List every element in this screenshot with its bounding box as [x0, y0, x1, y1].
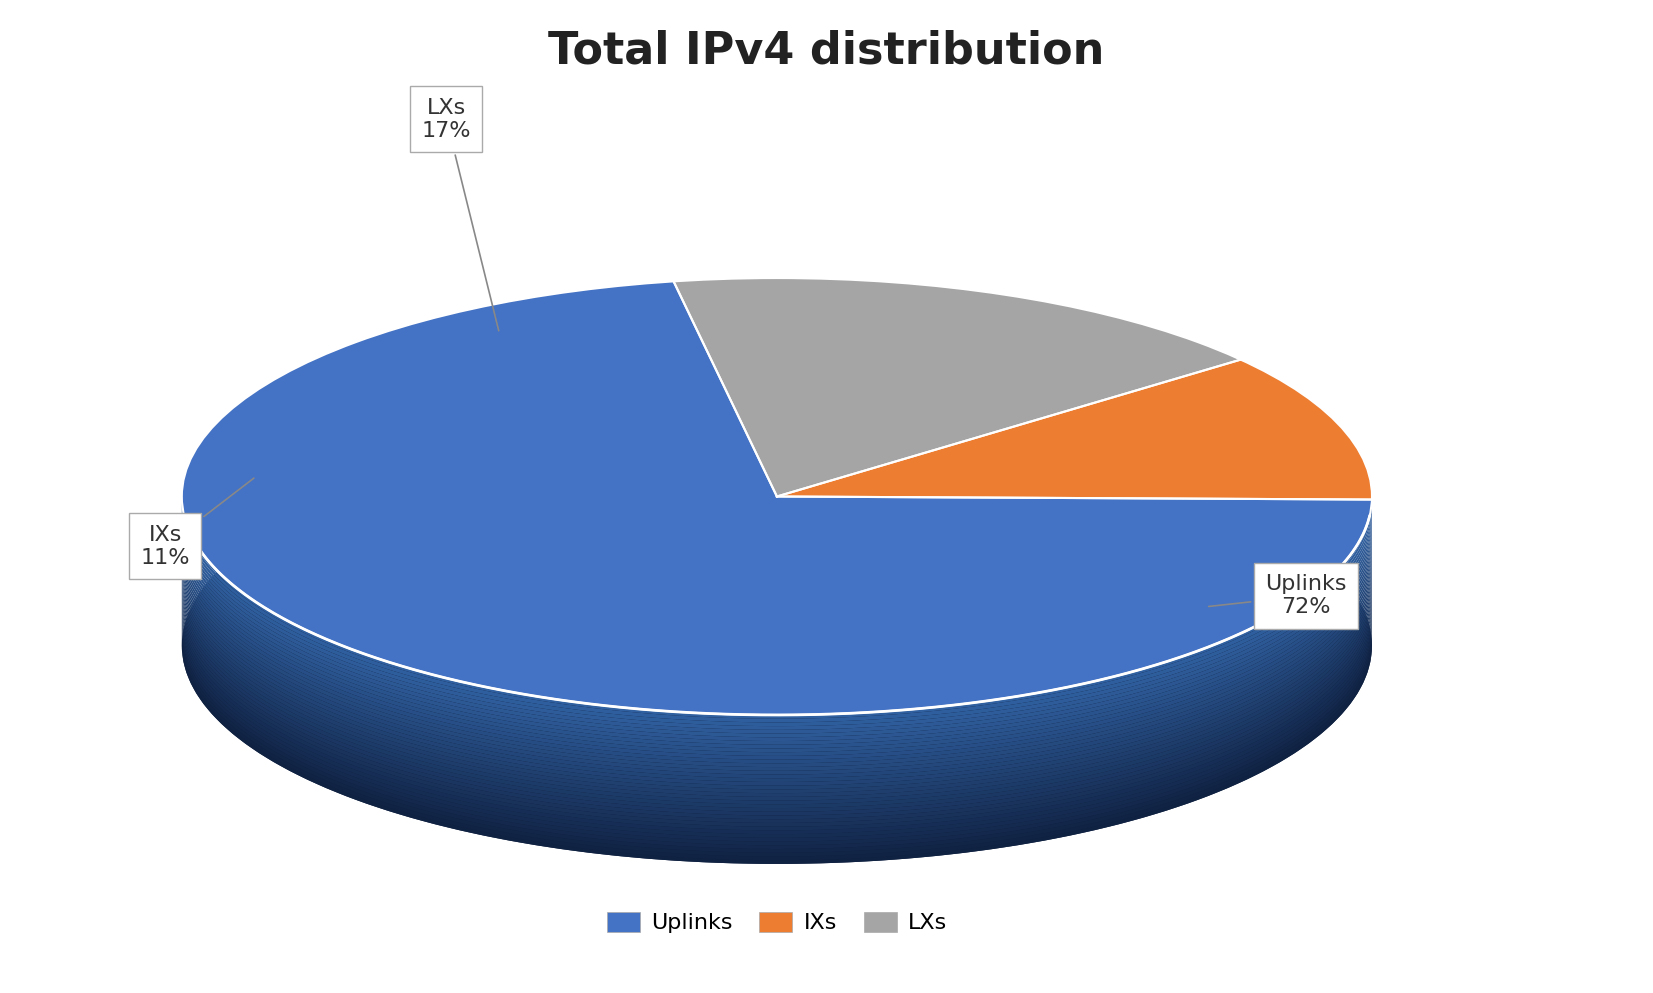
- Polygon shape: [182, 545, 1372, 767]
- Polygon shape: [182, 590, 1372, 811]
- Polygon shape: [182, 518, 1372, 741]
- Text: LXs
17%: LXs 17%: [422, 97, 499, 331]
- Text: Total IPv4 distribution: Total IPv4 distribution: [549, 30, 1104, 72]
- Polygon shape: [182, 635, 1372, 856]
- Polygon shape: [182, 522, 1372, 745]
- Polygon shape: [182, 500, 1372, 722]
- Polygon shape: [182, 586, 1372, 808]
- Polygon shape: [182, 571, 1372, 793]
- Polygon shape: [182, 620, 1372, 841]
- Polygon shape: [182, 631, 1372, 853]
- Polygon shape: [182, 608, 1372, 830]
- Polygon shape: [182, 511, 1372, 734]
- Polygon shape: [182, 537, 1372, 760]
- Polygon shape: [182, 582, 1372, 804]
- Polygon shape: [182, 526, 1372, 749]
- Polygon shape: [182, 612, 1372, 834]
- Ellipse shape: [182, 427, 1372, 864]
- Polygon shape: [182, 534, 1372, 756]
- Polygon shape: [182, 556, 1372, 779]
- Polygon shape: [673, 278, 1241, 496]
- Polygon shape: [182, 564, 1372, 785]
- Polygon shape: [182, 594, 1372, 815]
- Polygon shape: [182, 541, 1372, 764]
- Polygon shape: [182, 281, 1372, 715]
- Polygon shape: [182, 616, 1372, 838]
- Legend: Uplinks, IXs, LXs: Uplinks, IXs, LXs: [598, 903, 955, 942]
- Polygon shape: [182, 548, 1372, 771]
- Polygon shape: [182, 638, 1372, 860]
- Polygon shape: [182, 575, 1372, 796]
- Polygon shape: [182, 601, 1372, 823]
- Polygon shape: [182, 560, 1372, 781]
- Polygon shape: [182, 567, 1372, 789]
- Polygon shape: [182, 627, 1372, 849]
- Polygon shape: [182, 507, 1372, 730]
- Text: IXs
11%: IXs 11%: [141, 478, 255, 568]
- Polygon shape: [182, 504, 1372, 726]
- Polygon shape: [182, 530, 1372, 752]
- Polygon shape: [777, 359, 1372, 499]
- Polygon shape: [182, 605, 1372, 826]
- Polygon shape: [182, 597, 1372, 819]
- Polygon shape: [182, 624, 1372, 845]
- Polygon shape: [182, 496, 1372, 719]
- Polygon shape: [182, 641, 1372, 864]
- Polygon shape: [182, 552, 1372, 775]
- Text: Uplinks
72%: Uplinks 72%: [1208, 574, 1347, 618]
- Polygon shape: [182, 578, 1372, 800]
- Polygon shape: [182, 515, 1372, 737]
